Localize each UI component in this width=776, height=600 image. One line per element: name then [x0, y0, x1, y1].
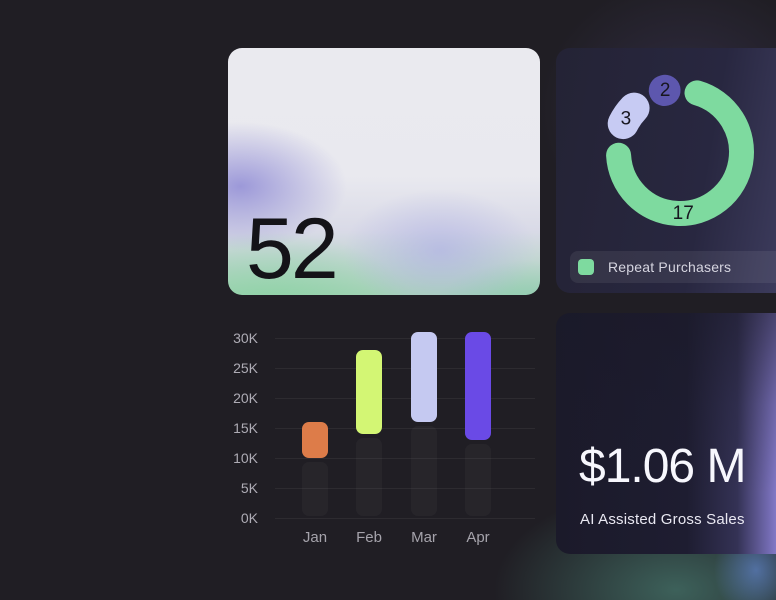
y-axis-tick: 25K	[233, 360, 258, 376]
donut-segment-17[interactable]	[606, 80, 754, 226]
y-axis-tick: 15K	[233, 420, 258, 436]
bar-base-jan	[302, 462, 328, 516]
gridline-10K	[275, 458, 535, 459]
bar-base-feb	[356, 438, 382, 516]
x-axis-tick-apr: Apr	[466, 529, 490, 546]
gridline-5K	[275, 488, 535, 489]
vehicle-sales-card: 52 AI Assisted Vehicle Sales	[228, 48, 540, 295]
legend-swatch-green	[578, 259, 594, 275]
gridline-25K	[275, 368, 535, 369]
gross-sales-card: $1.06 M AI Assisted Gross Sales	[556, 313, 776, 554]
bar-apr[interactable]	[465, 332, 491, 440]
donut-segment-3[interactable]	[607, 92, 650, 140]
donut-legend[interactable]: Repeat Purchasers	[570, 251, 776, 283]
legend-label: Repeat Purchasers	[608, 259, 732, 275]
donut-segment-value: 2	[660, 80, 671, 101]
gridline-30K	[275, 338, 535, 339]
bar-chart[interactable]: 0K 5K 10K 15K 20K 25K 30K Jan Feb Mar Apr	[228, 318, 540, 558]
y-axis-tick: 0K	[240, 510, 258, 526]
y-axis-tick: 20K	[233, 390, 258, 406]
x-axis-tick-jan: Jan	[302, 529, 328, 546]
bar-base-mar	[411, 426, 437, 516]
bar-base-apr	[465, 444, 491, 516]
gross-sales-value: $1.06 M	[579, 440, 746, 493]
x-axis-tick-feb: Feb	[356, 529, 382, 546]
vehicle-sales-value: 52	[246, 201, 339, 295]
y-axis-tick: 5K	[240, 480, 258, 496]
repeat-purchasers-card: 17 3 2 Repeat Purchasers	[556, 48, 776, 293]
donut-segment-value: 17	[673, 203, 694, 224]
bar-jan[interactable]	[302, 422, 328, 458]
x-axis-tick-mar: Mar	[411, 529, 437, 546]
gridline-15K	[275, 428, 535, 429]
y-axis-tick: 30K	[233, 330, 258, 346]
bar-mar[interactable]	[411, 332, 437, 422]
gridline-20K	[275, 398, 535, 399]
gridline-0K	[275, 518, 535, 519]
gross-sales-label: AI Assisted Gross Sales	[580, 511, 745, 528]
bar-feb[interactable]	[356, 350, 382, 434]
donut-segment-value: 3	[621, 108, 632, 129]
y-axis-tick: 10K	[233, 450, 258, 466]
